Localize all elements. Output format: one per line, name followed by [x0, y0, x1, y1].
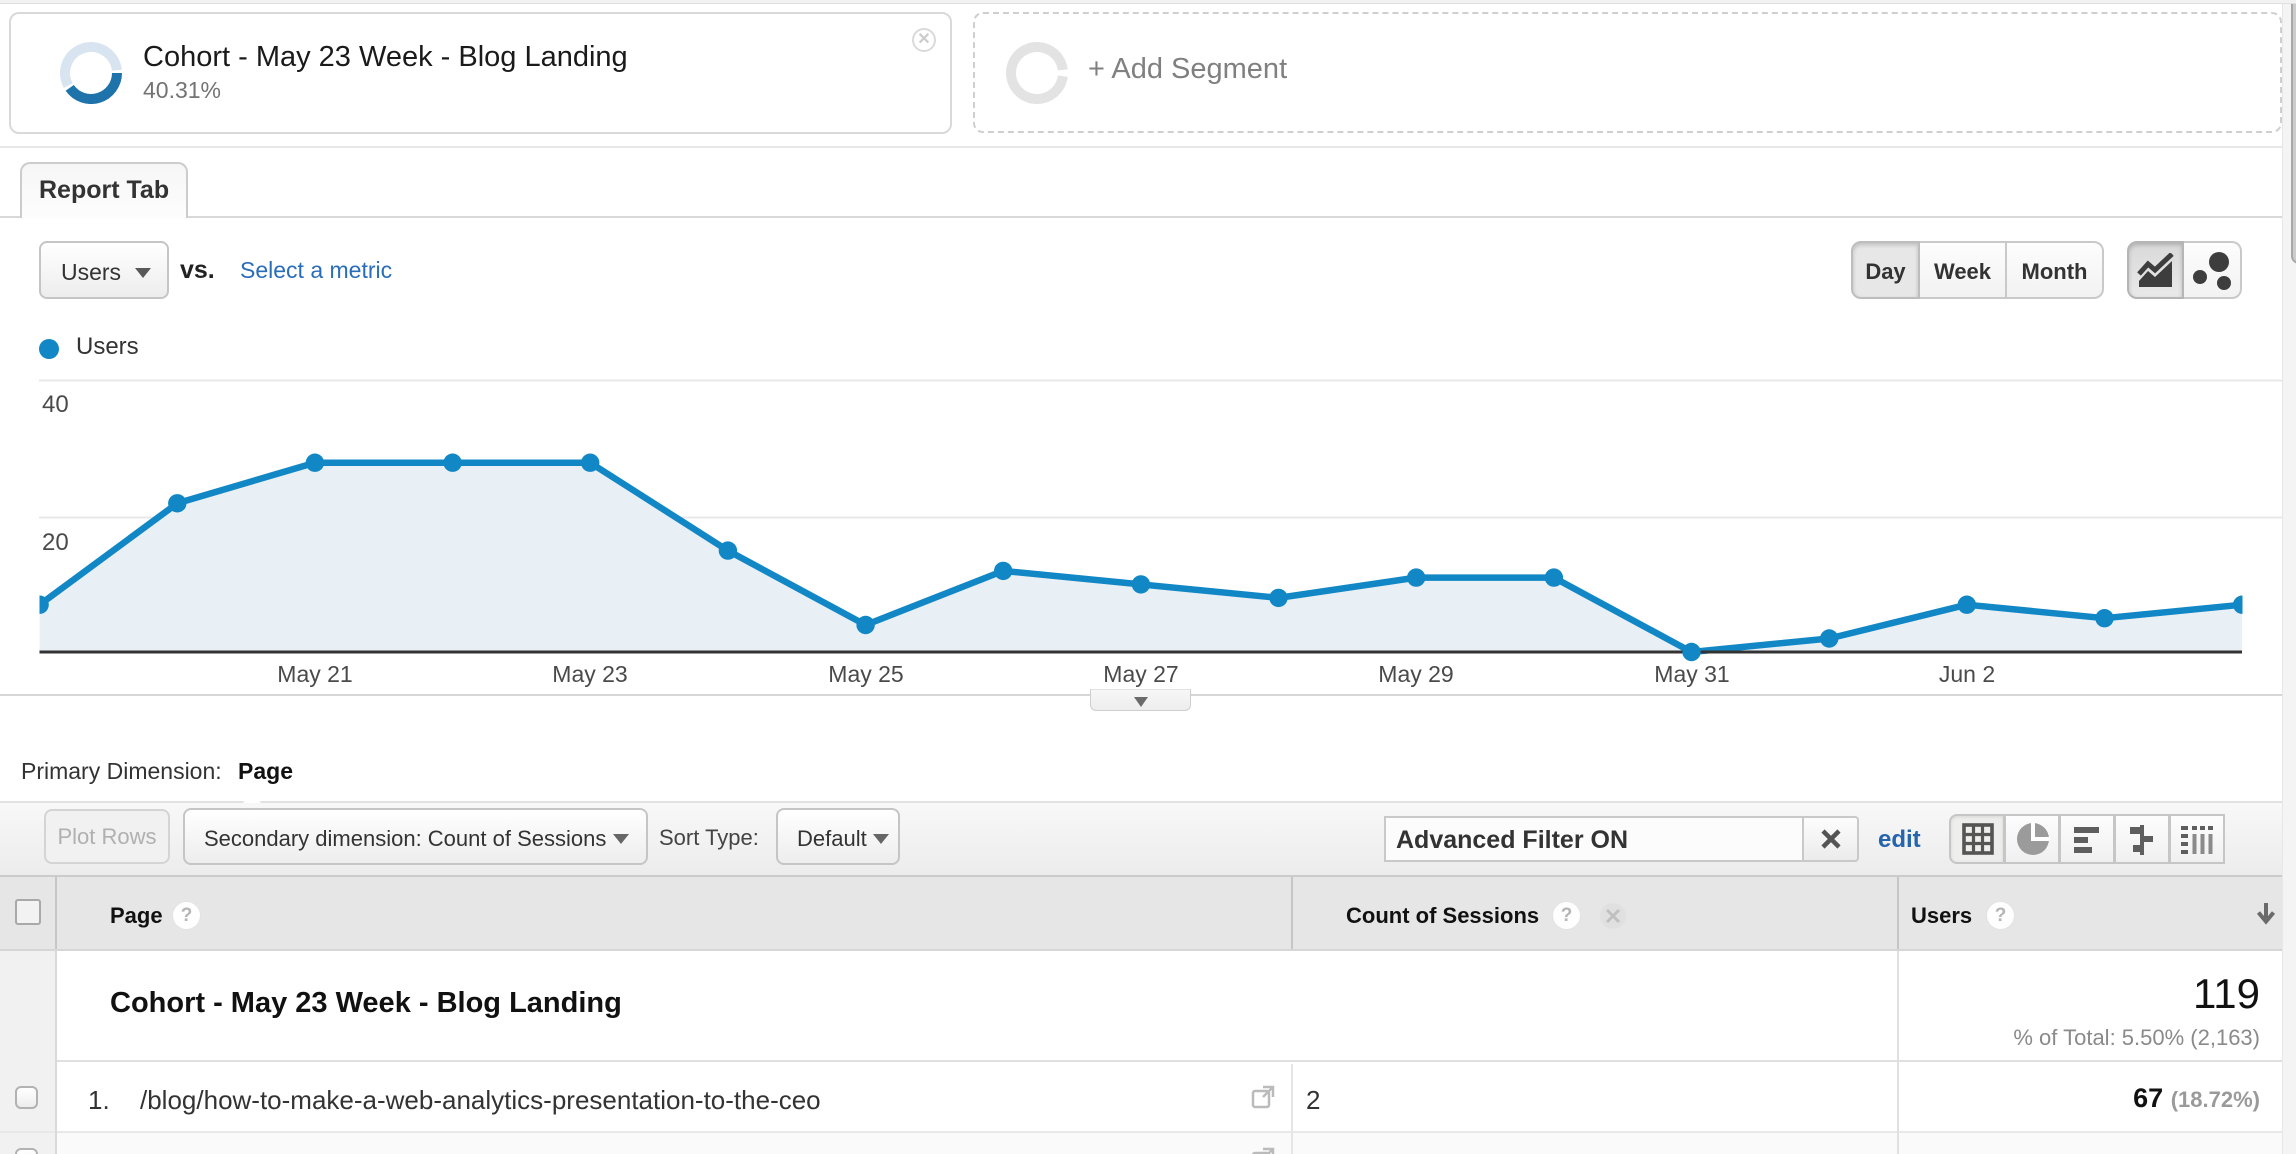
svg-text:May 21: May 21 — [277, 661, 352, 687]
svg-text:40: 40 — [42, 391, 69, 418]
svg-text:May 29: May 29 — [1378, 661, 1453, 687]
svg-text:May 27: May 27 — [1103, 661, 1178, 687]
svg-text:May 31: May 31 — [1654, 661, 1729, 687]
svg-text:Jun 2: Jun 2 — [1939, 661, 1995, 687]
svg-text:May 23: May 23 — [552, 661, 627, 687]
svg-text:20: 20 — [42, 529, 69, 556]
svg-text:May 25: May 25 — [828, 661, 903, 687]
